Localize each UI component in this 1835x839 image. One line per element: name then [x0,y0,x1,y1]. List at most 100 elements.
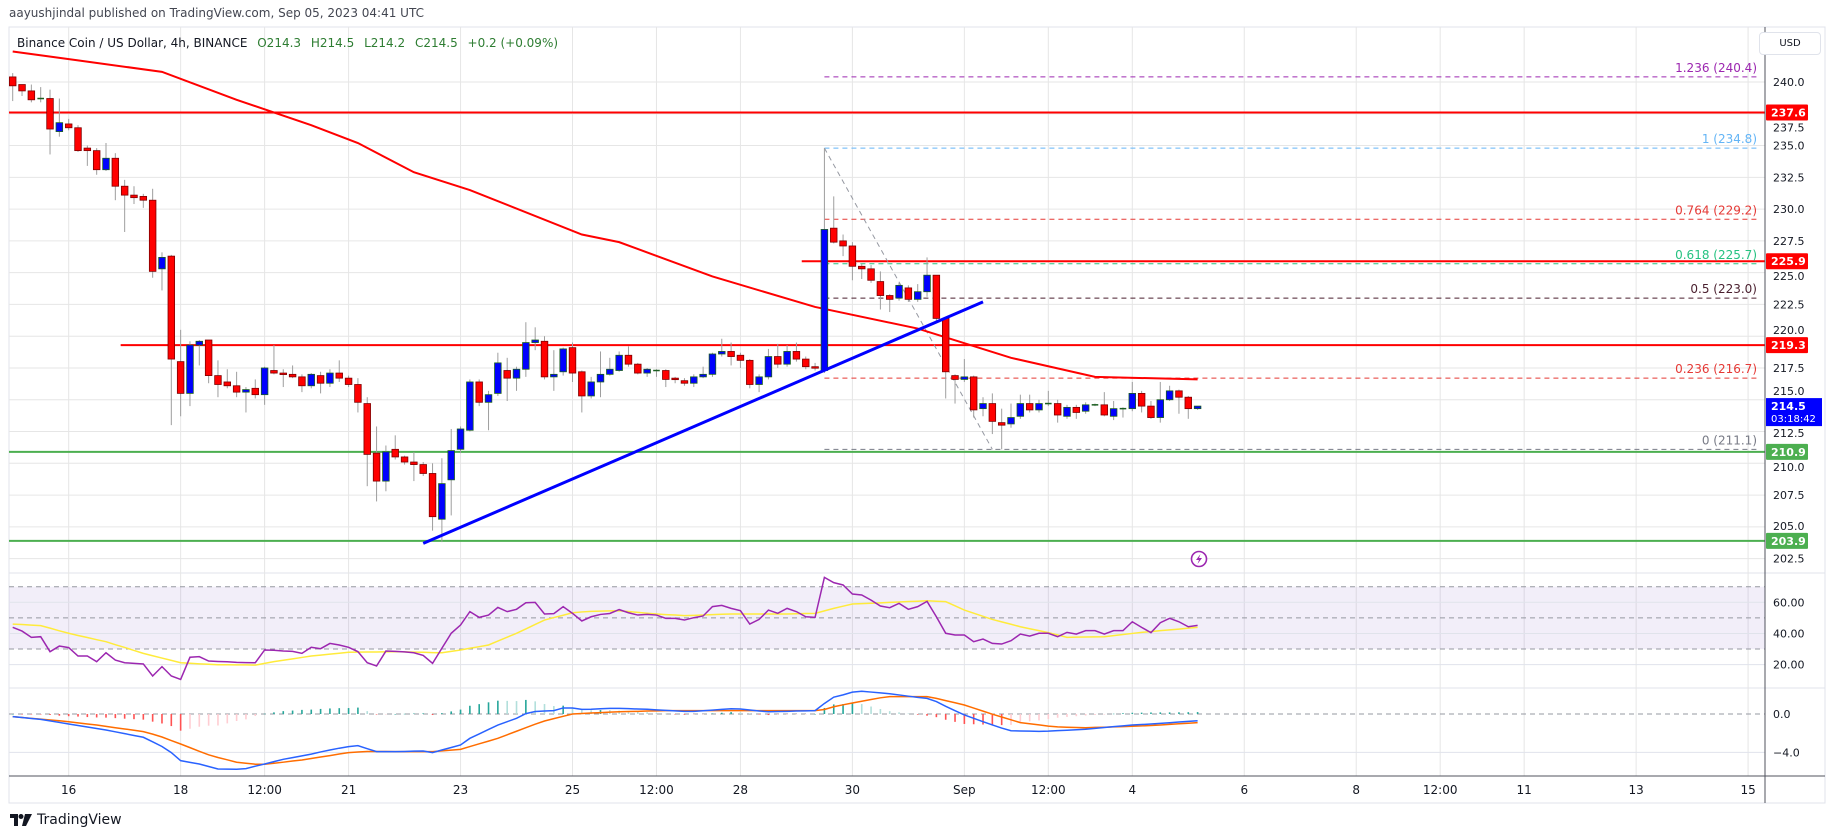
candle [148,188,157,278]
moving-average-line [12,50,1198,381]
tradingview-logo-icon [10,814,32,826]
candle-body [232,385,241,393]
candle [615,351,623,372]
price-level-badge-text: 203.9 [1771,535,1806,548]
time-tick-label: 23 [453,783,468,797]
candle-body [550,373,558,378]
trendline [422,300,984,545]
candle-body [643,368,651,374]
macd-histogram-bar [347,708,350,714]
macd-histogram-bar [814,714,816,715]
macd-histogram-bar [459,709,462,714]
candle-body [699,373,707,378]
macd-histogram-bar [385,714,387,715]
candle-body [167,255,176,360]
candle [92,148,101,175]
candle-body [1025,403,1034,411]
candle [643,367,651,377]
macd-histogram-bar [1150,712,1152,714]
candle [1081,402,1090,414]
candle [475,379,483,407]
candle-body [1072,406,1081,413]
macd-histogram-bar [207,714,210,726]
candle [662,369,670,388]
price-level-badge-text: 225.9 [1771,255,1806,268]
macd-histogram-bar [133,714,135,720]
rsi-ma-line [12,599,1198,666]
candle-body [848,245,857,267]
candle [699,366,707,379]
candle-body [391,448,399,458]
macd-histogram-bar [1047,714,1050,720]
lightning-icon-bolt [1196,554,1202,564]
candle-body [1053,403,1062,416]
macd-histogram-bar [487,702,490,714]
candle [428,463,437,531]
macd-histogram-bar [1196,712,1199,714]
macd-histogram-bar [1084,714,1087,716]
macd-histogram-bar [627,711,630,714]
price-tick-label: 240.0 [1773,76,1805,89]
candle-body [1165,390,1174,401]
time-tick-label: 16 [61,783,76,797]
candle-body [298,376,306,387]
macd-histogram-bar [665,713,667,715]
macd-histogram-bar [982,714,984,725]
candle-body [9,76,17,87]
macd-histogram-bar [431,714,434,715]
macd-histogram-bar [944,714,947,720]
candle-body [839,240,847,247]
candle-body [764,356,773,378]
macd-histogram-bar [879,709,882,714]
macd-histogram-bar [30,714,33,715]
currency-button[interactable]: USD [1759,32,1821,55]
candle [354,378,362,413]
rsi-tick-label: 20.00 [1773,659,1805,672]
macd-histogram-bar [123,714,126,719]
macd-histogram-bar [1000,714,1003,726]
price-level-badge-text: 219.3 [1771,339,1806,352]
candle [391,435,399,460]
candle [1147,401,1155,419]
macd-histogram-bar [898,712,900,714]
candle-body [344,377,353,385]
candle [727,342,735,366]
macd-histogram-bar [170,714,173,727]
macd-histogram-bar [39,714,42,715]
macd-histogram-bar [1103,714,1106,715]
time-tick-label: 12:00 [639,783,674,797]
macd-histogram-bar [1066,714,1068,717]
candle [344,375,353,388]
candle-body [270,370,278,374]
time-tick-label: 12:00 [1031,783,1066,797]
candle-body [1137,392,1146,407]
candle-body [223,381,231,387]
candle [858,263,866,280]
candle-body [942,318,950,373]
tradingview-logo[interactable]: TradingView [10,812,122,828]
macd-histogram-bar [319,708,322,714]
time-tick-label: 18 [173,783,188,797]
candle-body [1100,404,1109,416]
macd-histogram-bar [832,704,835,714]
price-tick-label: 205.0 [1773,520,1805,533]
candle [456,426,465,454]
candle-body [671,377,679,381]
candle-body [997,422,1006,426]
macd-histogram-bar [646,712,648,714]
price-tick-label: 217.5 [1773,362,1805,375]
macd-histogram-bar [422,713,425,714]
macd-histogram-bar [105,714,107,718]
candle-body [904,287,913,300]
candle [214,360,222,398]
candle [382,445,390,492]
candle-body [195,340,203,346]
candle [848,242,857,281]
candle [176,329,185,417]
candle-body [1081,404,1090,412]
price-tick-label: 227.5 [1773,235,1805,248]
macd-histogram-bar [674,714,676,715]
candle [979,397,987,417]
candle [764,348,773,380]
